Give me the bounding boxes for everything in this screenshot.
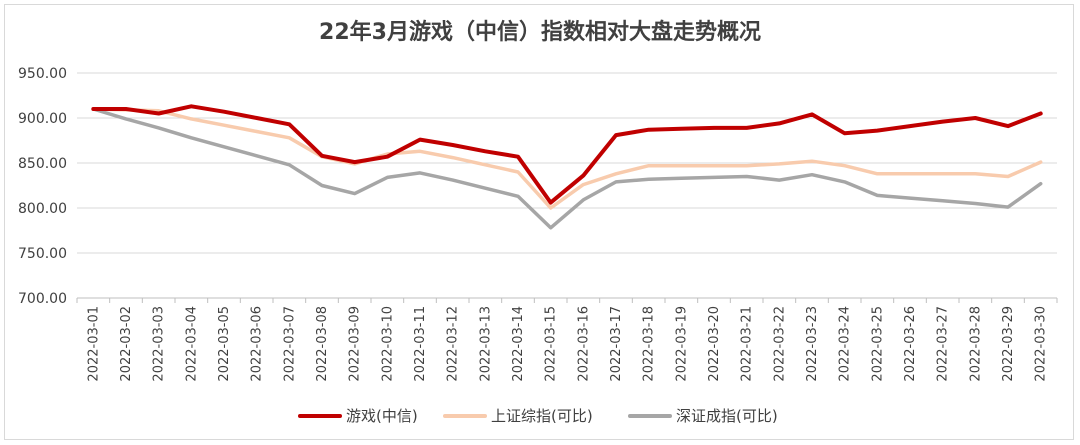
y-tick-label: 750.00	[18, 246, 67, 262]
x-tick-label: 2022-03-12	[446, 306, 461, 382]
chart-frame	[4, 4, 1074, 440]
x-axis-minor-ticks	[76, 298, 1058, 303]
x-tick-label: 2022-03-21	[740, 306, 755, 382]
x-tick-label: 2022-03-10	[380, 306, 395, 382]
x-tick-label: 2022-03-15	[544, 306, 559, 382]
x-tick-label: 2022-03-08	[315, 306, 330, 382]
legend-label-2: 深证成指(可比)	[676, 407, 778, 425]
x-tick-label: 2022-03-11	[413, 306, 428, 382]
x-tick-label: 2022-03-18	[642, 306, 657, 382]
x-tick-label: 2022-03-14	[511, 306, 526, 382]
x-tick-label: 2022-03-30	[1034, 306, 1049, 382]
series-line-0	[91, 104, 1043, 205]
x-tick-label: 2022-03-01	[86, 306, 101, 382]
grid-lines	[77, 72, 1057, 299]
x-axis-ticks: 2022-03-01 2022-03-02 2022-03-03 2022-03-04…	[86, 306, 1048, 382]
x-tick-label: 2022-03-23	[805, 306, 820, 382]
y-tick-label: 950.00	[18, 66, 67, 82]
x-tick-label: 2022-03-09	[348, 306, 363, 382]
x-tick-label: 2022-03-13	[478, 306, 493, 382]
legend-label-0: 游戏(中信)	[346, 407, 418, 425]
x-tick-label: 2022-03-04	[184, 306, 199, 382]
x-tick-label: 2022-03-19	[674, 306, 689, 382]
x-tick-label: 2022-03-28	[968, 306, 983, 382]
series-line-2	[91, 107, 1043, 230]
x-tick-label: 2022-03-20	[707, 306, 722, 382]
y-axis-ticks: 700.00 750.00 800.00 850.00 900.00 950.00	[18, 66, 67, 307]
y-tick-label: 700.00	[18, 291, 67, 307]
x-tick-label: 2022-03-17	[609, 306, 624, 382]
x-tick-label: 2022-03-07	[282, 306, 297, 382]
x-tick-label: 2022-03-24	[838, 306, 853, 382]
series-line-1	[91, 107, 1043, 210]
y-tick-label: 800.00	[18, 201, 67, 217]
x-tick-label: 2022-03-27	[936, 306, 951, 382]
x-tick-label: 2022-03-02	[119, 306, 134, 382]
y-tick-label: 900.00	[18, 111, 67, 127]
x-tick-label: 2022-03-05	[217, 306, 232, 382]
y-tick-label: 850.00	[18, 156, 67, 172]
x-tick-label: 2022-03-29	[1001, 306, 1016, 382]
legend-label-1: 上证综指(可比)	[491, 407, 593, 425]
series-lines	[91, 104, 1043, 230]
chart-title: 22年3月游戏（中信）指数相对大盘走势概况	[319, 20, 761, 45]
x-tick-label: 2022-03-16	[576, 306, 591, 382]
x-tick-label: 2022-03-22	[772, 306, 787, 382]
x-tick-label: 2022-03-26	[903, 306, 918, 382]
x-tick-label: 2022-03-06	[250, 306, 265, 382]
x-tick-label: 2022-03-03	[152, 306, 167, 382]
legend: 游戏(中信) 上证综指(可比) 深证成指(可比)	[298, 407, 778, 425]
x-tick-label: 2022-03-25	[870, 306, 885, 382]
